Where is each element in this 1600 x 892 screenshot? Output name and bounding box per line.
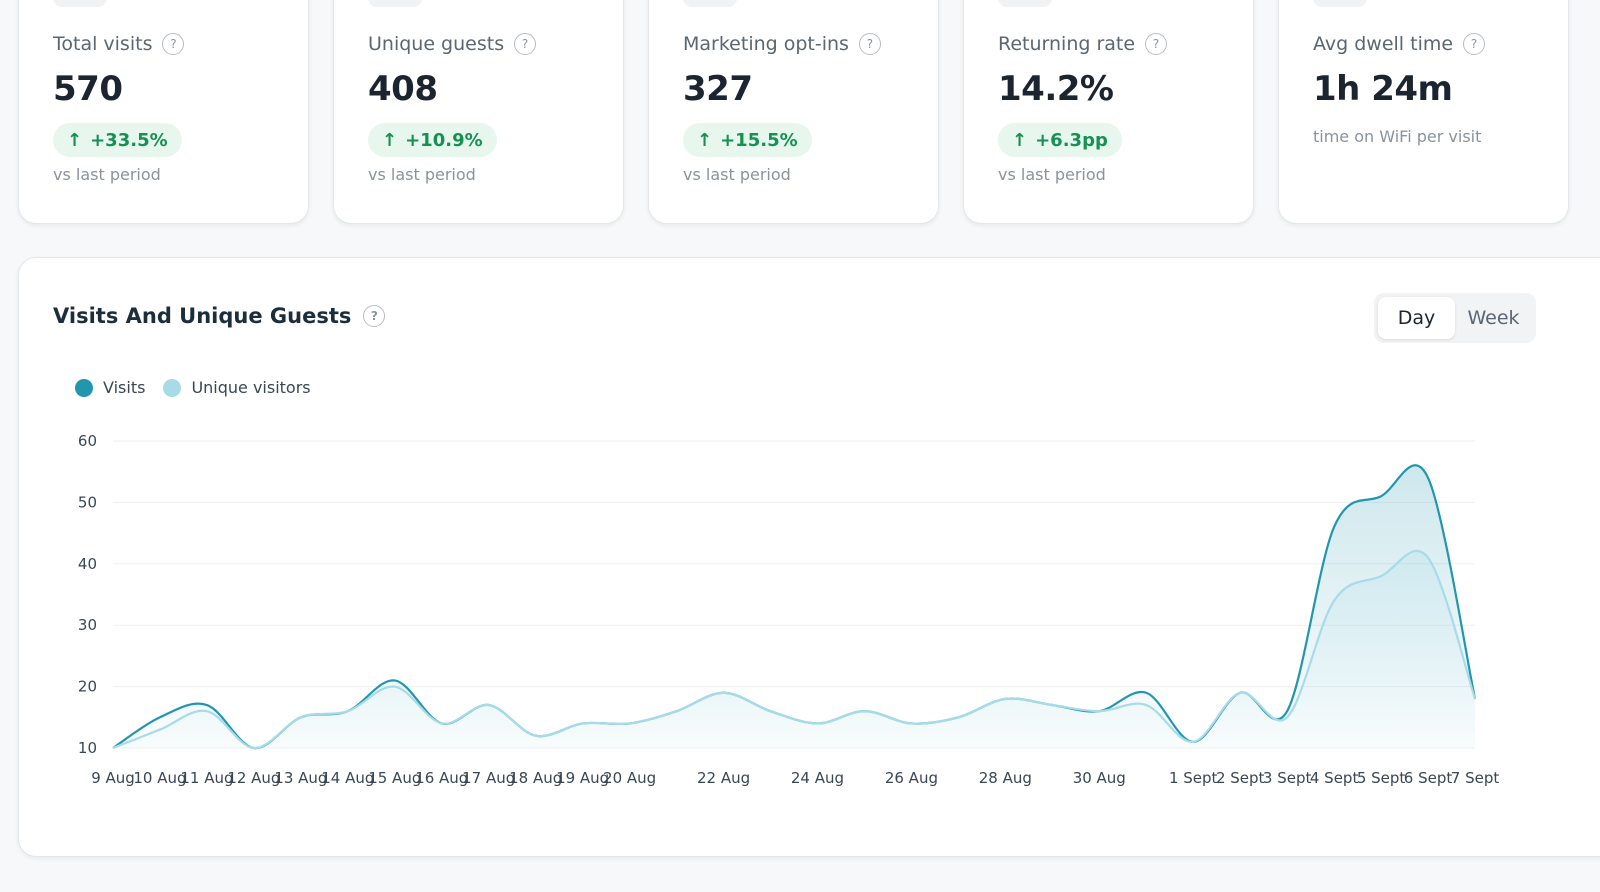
x-tick-label: 16 Aug bbox=[415, 769, 468, 787]
help-icon[interactable]: ? bbox=[514, 33, 537, 55]
card-tab-stub bbox=[1313, 0, 1367, 7]
x-tick-label: 6 Sept bbox=[1404, 769, 1453, 787]
x-tick-label: 14 Aug bbox=[321, 769, 374, 787]
x-tick-label: 11 Aug bbox=[180, 769, 233, 787]
kpi-comparison-text: vs last period bbox=[368, 165, 476, 184]
card-tab-stub bbox=[998, 0, 1052, 7]
legend-item-visits[interactable]: Visits bbox=[75, 378, 145, 397]
period-toggle: Day Week bbox=[1374, 293, 1536, 343]
kpi-delta-badge: ↑ +6.3pp bbox=[998, 123, 1122, 157]
x-tick-label: 2 Sept bbox=[1216, 769, 1265, 787]
x-tick-label: 13 Aug bbox=[274, 769, 327, 787]
kpi-delta-badge: ↑ +15.5% bbox=[683, 123, 812, 157]
series-line-visits bbox=[112, 464, 1477, 750]
x-tick-label: 7 Sept bbox=[1451, 769, 1500, 787]
visits-chart-panel: Visits And Unique Guests? Day Week Visit… bbox=[18, 257, 1600, 857]
kpi-comparison-text: vs last period bbox=[683, 165, 791, 184]
x-tick-label: 20 Aug bbox=[603, 769, 656, 787]
help-icon[interactable]: ? bbox=[162, 33, 185, 55]
kpi-delta-badge: ↑ +33.5% bbox=[53, 123, 182, 157]
kpi-value: 570 bbox=[53, 69, 123, 109]
x-tick-label: 9 Aug bbox=[91, 769, 135, 787]
kpi-card-unique-guests: Unique guests? 408 ↑ +10.9% vs last perio… bbox=[333, 0, 624, 224]
y-tick-label: 20 bbox=[78, 678, 97, 696]
y-tick-label: 10 bbox=[78, 739, 97, 757]
kpi-note: time on WiFi per visit bbox=[1313, 127, 1482, 146]
kpi-comparison-text: vs last period bbox=[53, 165, 161, 184]
x-tick-label: 30 Aug bbox=[1073, 769, 1126, 787]
kpi-label: Returning rate? bbox=[998, 33, 1168, 55]
card-tab-stub bbox=[53, 0, 107, 7]
arrow-up-icon: ↑ bbox=[1012, 129, 1028, 151]
chart-title: Visits And Unique Guests? bbox=[53, 304, 386, 328]
legend-dot-unique bbox=[163, 378, 182, 397]
kpi-card-marketing-opt-ins: Marketing opt-ins? 327 ↑ +15.5% vs last p… bbox=[648, 0, 939, 224]
kpi-label: Avg dwell time? bbox=[1313, 33, 1486, 55]
x-tick-label: 22 Aug bbox=[697, 769, 750, 787]
x-tick-label: 28 Aug bbox=[979, 769, 1032, 787]
kpi-comparison-text: vs last period bbox=[998, 165, 1106, 184]
x-tick-label: 5 Sept bbox=[1357, 769, 1406, 787]
kpi-value: 1h 24m bbox=[1313, 69, 1453, 109]
series-line-unique-visitors bbox=[112, 549, 1477, 750]
kpi-value: 14.2% bbox=[998, 69, 1114, 109]
toggle-day[interactable]: Day bbox=[1378, 297, 1455, 339]
y-tick-label: 30 bbox=[78, 616, 97, 634]
x-tick-label: 1 Sept bbox=[1169, 769, 1218, 787]
x-tick-label: 15 Aug bbox=[368, 769, 421, 787]
series-area-visits bbox=[113, 465, 1475, 749]
x-tick-label: 24 Aug bbox=[791, 769, 844, 787]
y-tick-label: 40 bbox=[78, 555, 97, 573]
x-tick-label: 18 Aug bbox=[509, 769, 562, 787]
x-tick-label: 10 Aug bbox=[133, 769, 186, 787]
y-tick-label: 60 bbox=[78, 432, 97, 450]
help-icon[interactable]: ? bbox=[858, 33, 881, 55]
x-tick-label: 17 Aug bbox=[462, 769, 515, 787]
kpi-label: Marketing opt-ins? bbox=[683, 33, 881, 55]
x-tick-label: 19 Aug bbox=[556, 769, 609, 787]
arrow-up-icon: ↑ bbox=[382, 129, 398, 151]
chart-legend: Visits Unique visitors bbox=[75, 378, 311, 397]
help-icon[interactable]: ? bbox=[1145, 33, 1168, 55]
legend-item-unique-visitors[interactable]: Unique visitors bbox=[163, 378, 311, 397]
x-tick-label: 4 Sept bbox=[1310, 769, 1359, 787]
x-tick-label: 12 Aug bbox=[227, 769, 280, 787]
kpi-value: 408 bbox=[368, 69, 438, 109]
arrow-up-icon: ↑ bbox=[697, 129, 713, 151]
card-tab-stub bbox=[683, 0, 737, 7]
help-icon[interactable]: ? bbox=[1463, 33, 1486, 55]
help-icon[interactable]: ? bbox=[363, 305, 386, 327]
x-tick-label: 26 Aug bbox=[885, 769, 938, 787]
series-area-unique-visitors bbox=[113, 550, 1475, 749]
toggle-week[interactable]: Week bbox=[1467, 307, 1520, 329]
kpi-label: Total visits? bbox=[53, 33, 185, 55]
kpi-delta-badge: ↑ +10.9% bbox=[368, 123, 497, 157]
card-tab-stub bbox=[368, 0, 422, 7]
arrow-up-icon: ↑ bbox=[67, 129, 83, 151]
kpi-card-returning-rate: Returning rate? 14.2% ↑ +6.3pp vs last pe… bbox=[963, 0, 1254, 224]
x-tick-label: 3 Sept bbox=[1263, 769, 1312, 787]
legend-dot-visits bbox=[75, 378, 93, 397]
kpi-card-avg-dwell-time: Avg dwell time? 1h 24m time on WiFi per … bbox=[1278, 0, 1569, 224]
kpi-value: 327 bbox=[683, 69, 753, 109]
kpi-card-total-visits: Total visits? 570 ↑ +33.5% vs last period bbox=[18, 0, 309, 224]
kpi-label: Unique guests? bbox=[368, 33, 537, 55]
y-tick-label: 50 bbox=[78, 493, 97, 511]
